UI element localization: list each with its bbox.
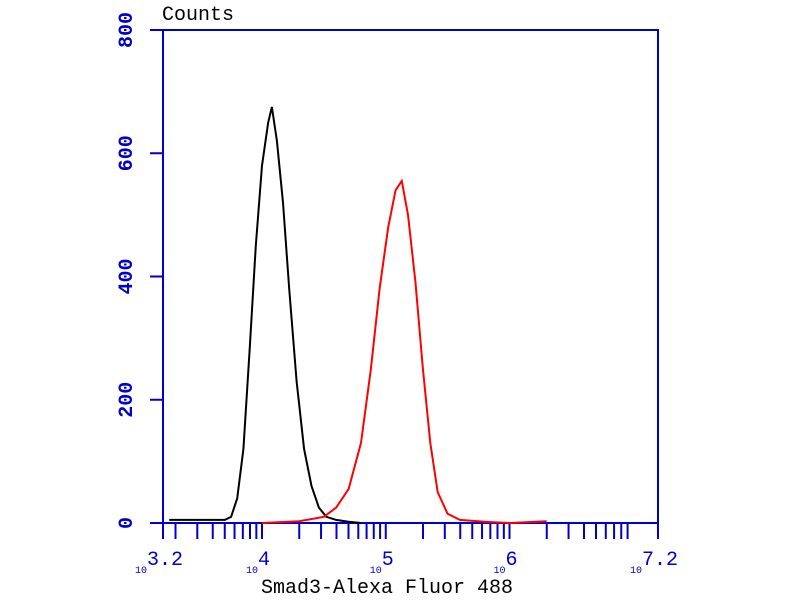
histogram-line — [261, 178, 547, 525]
x-axis-label: Smad3-Alexa Fluor 488 — [261, 577, 513, 600]
x-tick-label: 103.2 — [135, 549, 183, 577]
x-tick-label: 107.2 — [630, 549, 678, 577]
y-tick-label: 600 — [116, 135, 139, 171]
y-tick-label: 800 — [116, 12, 139, 48]
x-tick-exponent: 7.2 — [642, 549, 678, 572]
x-tick-base: 10 — [630, 566, 642, 577]
y-tick-label: 200 — [116, 382, 139, 418]
x-tick-label: 106 — [493, 549, 517, 577]
x-tick-exponent: 4 — [258, 549, 270, 572]
x-tick-exponent: 5 — [382, 549, 394, 572]
histogram-line — [169, 106, 362, 524]
plot-frame — [162, 29, 659, 524]
x-tick-exponent: 6 — [506, 549, 518, 572]
x-tick-label: 104 — [246, 549, 270, 577]
x-tick-label: 105 — [370, 549, 394, 577]
y-axis-label: Counts — [162, 4, 234, 27]
x-tick-base: 10 — [135, 566, 147, 577]
x-tick-base: 10 — [370, 566, 382, 577]
x-tick-exponent: 3.2 — [147, 549, 183, 572]
x-tick-base: 10 — [246, 566, 258, 577]
y-tick-label: 0 — [116, 517, 139, 529]
x-tick-base: 10 — [493, 566, 505, 577]
y-tick-label: 400 — [116, 258, 139, 294]
